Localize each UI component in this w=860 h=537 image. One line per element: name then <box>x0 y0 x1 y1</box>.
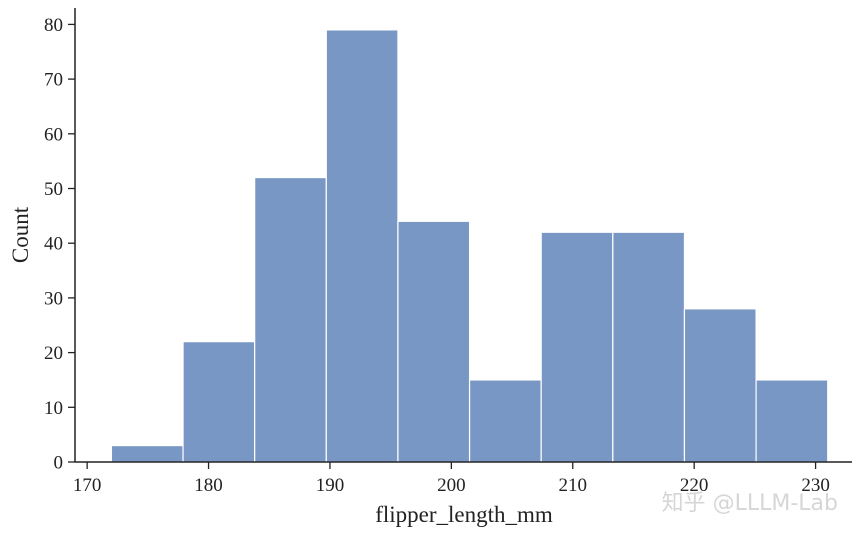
x-tick-label: 220 <box>680 475 709 496</box>
y-axis-title: Count <box>8 206 33 263</box>
y-tick-label: 50 <box>44 179 63 200</box>
y-axis: 0 10 20 30 40 50 60 70 80 <box>44 8 76 474</box>
x-tick-label: 190 <box>316 475 345 496</box>
histogram-bar <box>468 379 542 463</box>
y-tick-label: 30 <box>44 288 63 309</box>
x-tick-label: 230 <box>801 475 830 496</box>
histogram-bar <box>683 308 757 463</box>
x-axis: 170 180 190 200 210 220 230 <box>73 461 852 496</box>
histogram-bar <box>325 29 399 463</box>
x-tick-label: 170 <box>73 475 102 496</box>
y-tick-label: 20 <box>44 343 63 364</box>
y-tick-label: 60 <box>44 124 63 145</box>
bars-group <box>110 29 829 463</box>
x-tick-label: 200 <box>437 475 466 496</box>
y-tick-label: 10 <box>44 398 63 419</box>
histogram-bar <box>182 341 256 463</box>
x-tick-label: 180 <box>194 475 223 496</box>
y-tick-label: 70 <box>44 70 63 91</box>
histogram-bar <box>540 231 614 463</box>
y-tick-label: 40 <box>44 234 63 255</box>
y-tick-label: 0 <box>54 453 64 474</box>
x-tick-label: 210 <box>559 475 588 496</box>
y-tick-label: 80 <box>44 15 63 36</box>
x-axis-title: flipper_length_mm <box>375 502 553 527</box>
histogram-bar <box>110 444 184 463</box>
watermark: 知乎 @LLLM-Lab <box>662 491 838 516</box>
histogram-bar <box>755 379 829 463</box>
histogram-bar <box>254 176 327 463</box>
histogram-bar <box>612 231 686 463</box>
histogram-bar <box>397 220 471 463</box>
